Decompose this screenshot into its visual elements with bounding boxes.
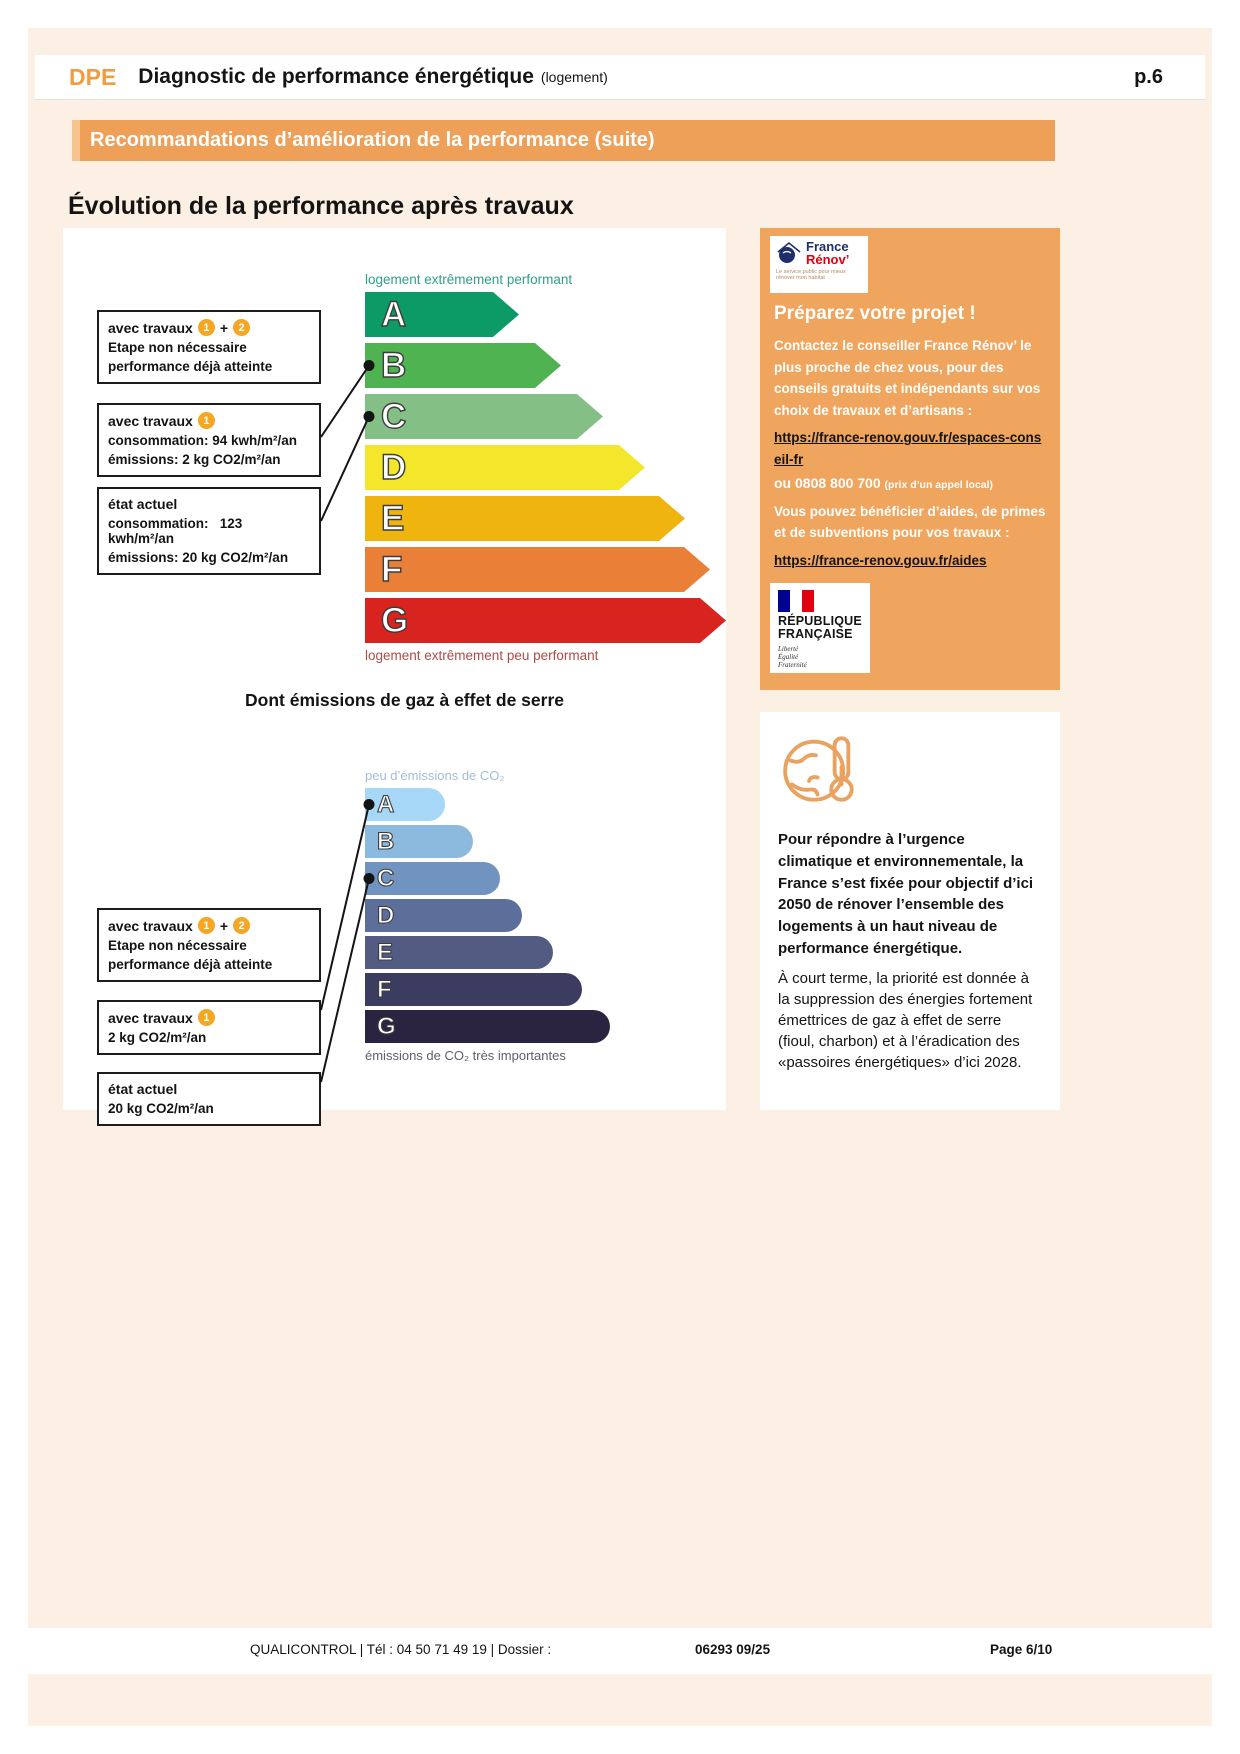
co2-class-letter-D: D [376,901,395,929]
co2-annotation-box-2: état actuel 20 kg CO2/m²/an [97,1072,321,1126]
rf-motto-3: Fraternité [778,661,807,670]
energy-class-letter-D: D [381,448,407,487]
energy-class-letter-F: F [381,550,403,589]
house-icon [777,241,801,263]
section-banner: Recommandations d’amélioration de la per… [72,120,1055,161]
co2-class-row-D: D [365,899,522,932]
phone-line: ou 0808 800 700 (prix d’un appel local) [774,475,1046,491]
energy-class-row-A: A [365,292,519,337]
energy-annotation-box-0: avec travaux 1 +2 Etape non nécessaire perfo… [97,310,321,384]
footer-page-number: Page 6/10 [990,1642,1053,1657]
co2-class-row-G: G [365,1010,610,1043]
energy-class-row-G: G [365,598,726,643]
co2-top-label: peu d’émissions de CO₂ [365,768,505,783]
page-header: DPE Diagnostic de performance énergétiqu… [35,55,1205,100]
energy-class-letter-A: A [381,295,407,334]
work-step-badge-1: 1 [197,917,215,934]
co2-class-letter-E: E [376,938,394,966]
climate-paragraph-bold: Pour répondre à l’urgence climatique et … [778,831,1034,957]
energy-class-letter-E: E [381,499,405,538]
rf-line2: FRANÇAISE [778,627,853,642]
work-step-badge-2: 2 [233,917,251,934]
republique-francaise-logo: RÉPUBLIQUE FRANÇAISE Liberté Égalité Fra… [770,583,870,674]
rf-line1: RÉPUBLIQUE [778,614,862,629]
dpe-logo: DPE [69,63,117,90]
france-renov-sidebar: France Rénov’ Le service public pour mie… [760,228,1060,690]
logo-line1: France [806,239,849,254]
co2-class-letter-F: F [376,975,392,1003]
energy-class-row-F: F [365,547,710,592]
co2-class-letter-A: A [376,790,395,818]
french-flag-icon [778,590,814,613]
france-renov-logo: France Rénov’ Le service public pour mie… [770,236,868,293]
co2-class-row-F: F [365,973,582,1006]
work-step-badge-1: 1 [197,1009,215,1026]
co2-class-letter-G: G [376,1012,396,1040]
energy-class-row-B: B [365,343,561,388]
section-title: Évolution de la performance après travau… [68,192,574,220]
logo-line2: Rénov’ [806,252,850,267]
aides-link[interactable]: https://france-renov.gouv.fr/aides [774,552,987,568]
work-step-badge-1: 1 [197,412,215,429]
footer-dossier-number: 06293 09/25 [695,1642,771,1657]
page-title: Diagnostic de performance énergétique [138,65,534,88]
footer-contact: QUALICONTROL | Tél : 04 50 71 49 19 | Do… [250,1642,552,1657]
rf-motto-2: Égalité [778,653,799,662]
espaces-conseil-link[interactable]: https://france-renov.gouv.fr/espaces-con… [774,430,1042,467]
co2-class-letter-B: B [376,827,395,855]
section-banner-text: Recommandations d’amélioration de la per… [90,129,655,151]
energy-class-row-E: E [365,496,685,541]
co2-class-row-E: E [365,936,553,969]
work-step-badge-2: 2 [233,319,251,336]
page-subtitle: (logement) [540,69,608,85]
energy-class-row-C: C [365,394,603,439]
co2-annotation-box-1: avec travaux 1 2 kg CO2/m²/an [97,1000,321,1055]
co2-bottom-label: émissions de CO₂ très importantes [365,1048,566,1063]
energy-annotation-box-1: avec travaux 1 consommation: 94 kwh/m²/an é… [97,403,321,477]
co2-annotation-box-0: avec travaux 1 +2 Etape non nécessaire perfo… [97,908,321,982]
work-step-badge-1: 1 [197,319,215,336]
energy-class-row-D: D [365,445,645,490]
sidebar-paragraph-2: Vous pouvez bénéficier d’aides, de prime… [774,503,1046,541]
sidebar-heading: Préparez votre projet ! [774,303,976,324]
rf-motto-1: Liberté [778,645,799,654]
phone-number: ou 0808 800 700 [774,474,881,491]
energy-top-label: logement extrêmement performant [365,272,573,287]
energy-class-letter-C: C [381,397,407,436]
co2-class-row-A: A [365,788,445,821]
phone-note: (prix d’un appel local) [884,478,994,491]
climate-paragraph: À court terme, la priorité est donnée à … [778,969,1033,1071]
page-number: p.6 [1134,65,1163,88]
co2-class-row-C: C [365,862,500,895]
energy-annotation-box-2: état actuel consommation: 123 kwh/m²/an ém… [97,487,321,575]
earth-thermometer-icon [783,736,854,802]
sidebar-paragraph-1: Contactez le conseiller France Rénov’ le… [774,338,1041,418]
energy-class-letter-B: B [381,346,407,385]
logo-tagline: Le service public pour mieux rénover mon… [776,269,846,281]
co2-class-row-B: B [365,825,473,858]
co2-chart-title: Dont émissions de gaz à effet de serre [245,690,564,710]
page-footer: QUALICONTROL | Tél : 04 50 71 49 19 | Do… [28,1628,1212,1674]
energy-class-letter-G: G [381,601,409,640]
energy-bottom-label: logement extrêmement peu performant [365,648,599,663]
co2-class-letter-C: C [376,864,395,892]
climate-info-panel: Pour répondre à l’urgence climatique et … [760,712,1060,1110]
